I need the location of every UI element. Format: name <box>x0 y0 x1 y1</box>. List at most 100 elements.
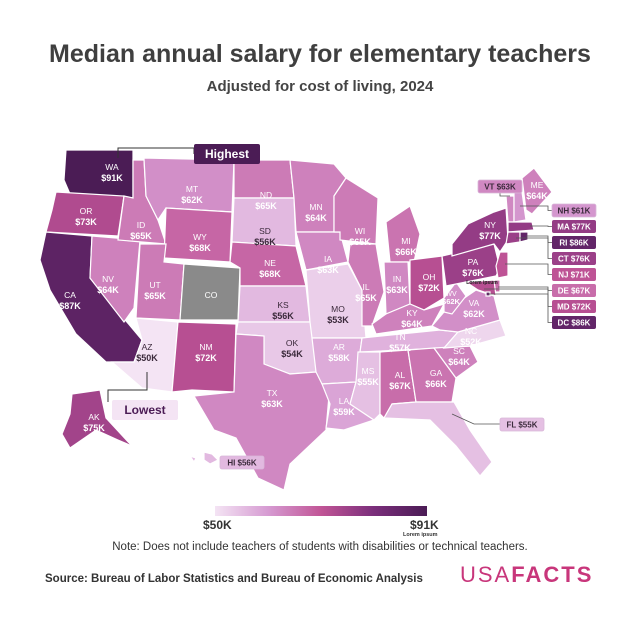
state-or <box>45 191 125 237</box>
state-abbr-ms: MS <box>362 366 375 376</box>
state-value-id: $65K <box>130 231 152 241</box>
state-abbr-az: AZ <box>142 342 153 352</box>
callout-label-fl: FL $55K <box>507 421 538 430</box>
source-text: Source: Bureau of Labor Statistics and B… <box>45 573 423 585</box>
state-abbr-in: IN <box>393 274 402 284</box>
state-il <box>347 243 385 327</box>
state-abbr-tx: TX <box>267 388 278 398</box>
state-value-sd: $56K <box>254 237 276 247</box>
callout-box-nh <box>551 203 597 218</box>
state-value-nv: $64K <box>97 285 119 295</box>
state-abbr-wa: WA <box>105 162 119 172</box>
callout-label-ma: MA $77K <box>557 223 591 232</box>
state-nm <box>171 321 237 393</box>
state-abbr-ga: GA <box>430 368 443 378</box>
legend-min-label: $50K <box>203 518 232 532</box>
state-value-ar: $58K <box>328 353 350 363</box>
callout-box-nj <box>552 268 596 281</box>
state-value-mt: $62K <box>181 195 203 205</box>
state-abbr-ar: AR <box>333 342 345 352</box>
state-value-al: $67K <box>389 381 411 391</box>
state-abbr-il: IL <box>362 282 369 292</box>
callout-label-md: MD $72K <box>557 303 591 312</box>
state-va <box>431 289 501 333</box>
state-value-ok: $54K <box>281 349 303 359</box>
state-nc <box>442 319 507 349</box>
usafacts-logo: USAFACTS <box>460 562 594 587</box>
state-abbr-al: AL <box>395 370 406 380</box>
state-me <box>521 167 553 215</box>
state-value-ut: $65K <box>144 291 166 301</box>
state-tx <box>193 333 331 491</box>
state-abbr-la: LA <box>339 396 350 406</box>
leader-line-dc <box>488 293 552 323</box>
chart-subtitle: Adjusted for cost of living, 2024 <box>206 78 434 95</box>
state-value-wv: $62K <box>442 297 461 306</box>
state-value-mi: $66K <box>395 247 417 257</box>
callout-label-de: DE $67K <box>558 287 591 296</box>
state-value-ak: $75K <box>83 423 105 433</box>
state-abbr-mo: MO <box>331 304 345 314</box>
legend-max-label: $91K <box>410 518 439 532</box>
state-abbr-pa: PA <box>468 257 479 267</box>
state-value-wy: $68K <box>189 243 211 253</box>
state-value-tn: $57K <box>389 343 411 353</box>
state-abbr-or: OR <box>80 206 93 216</box>
state-abbr-sd: SD <box>259 226 271 236</box>
state-abbr-nm: NM <box>199 342 212 352</box>
state-value-ga: $66K <box>425 379 447 389</box>
state-value-ks: $56K <box>272 311 294 321</box>
state-vt <box>505 195 515 223</box>
state-value-il: $65K <box>355 293 377 303</box>
state-mi <box>385 205 421 263</box>
state-value-ky: $64K <box>401 319 423 329</box>
state-value-ne: $68K <box>259 269 281 279</box>
state-abbr-oh: OH <box>423 272 436 282</box>
state-abbr-wi: WI <box>355 226 365 236</box>
callout-label-nh: NH $61K <box>558 207 591 216</box>
state-abbr-co: CO <box>205 290 218 300</box>
chart-title: Median annual salary for elementary teac… <box>49 40 591 68</box>
state-value-in: $63K <box>386 285 408 295</box>
state-abbr-tn: TN <box>394 332 405 342</box>
state-abbr-ok: OK <box>286 338 299 348</box>
state-value-pa: $76K <box>462 268 484 278</box>
state-abbr-me: ME <box>531 180 544 190</box>
state-value-nc: $52K <box>460 337 482 347</box>
highest-label: Highest <box>205 147 249 161</box>
state-fl <box>382 401 493 477</box>
callout-label-ct: CT $76K <box>558 255 590 264</box>
state-abbr-nc: NC <box>465 326 477 336</box>
state-abbr-nv: NV <box>102 274 114 284</box>
state-abbr-mi: MI <box>401 236 410 246</box>
highest-box <box>194 144 260 164</box>
state-abbr-ks: KS <box>277 300 289 310</box>
state-value-or: $73K <box>75 217 97 227</box>
state-oh <box>409 255 445 311</box>
state-ma <box>507 221 535 233</box>
leader-line-nj <box>505 263 552 275</box>
callout-box-ma <box>552 220 596 233</box>
state-abbr-nd: ND <box>260 190 272 200</box>
state-abbr-ny: NY <box>484 220 496 230</box>
state-abbr-wy: WY <box>193 232 207 242</box>
state-ga <box>407 347 457 403</box>
leader-line-nh <box>520 205 552 211</box>
state-value-va: $62K <box>463 309 485 319</box>
state-wi <box>333 177 379 245</box>
state-value-ca: $87K <box>59 301 81 311</box>
lowest-leader <box>107 372 148 402</box>
lowest-label: Lowest <box>124 403 165 417</box>
state-value-wi: $65K <box>349 237 371 247</box>
state-nj <box>495 251 509 279</box>
callout-label-nj: NJ $71K <box>558 271 590 280</box>
leader-line-ct <box>516 237 552 259</box>
state-value-ny: $77K <box>479 231 501 241</box>
legend-caption: Lorem ipsum <box>403 532 438 538</box>
state-abbr-ky: KY <box>406 308 418 318</box>
state-value-tx: $63K <box>261 399 283 409</box>
callout-box-ri <box>552 236 596 249</box>
legend-gradient <box>215 506 427 516</box>
state-hi <box>188 451 220 465</box>
